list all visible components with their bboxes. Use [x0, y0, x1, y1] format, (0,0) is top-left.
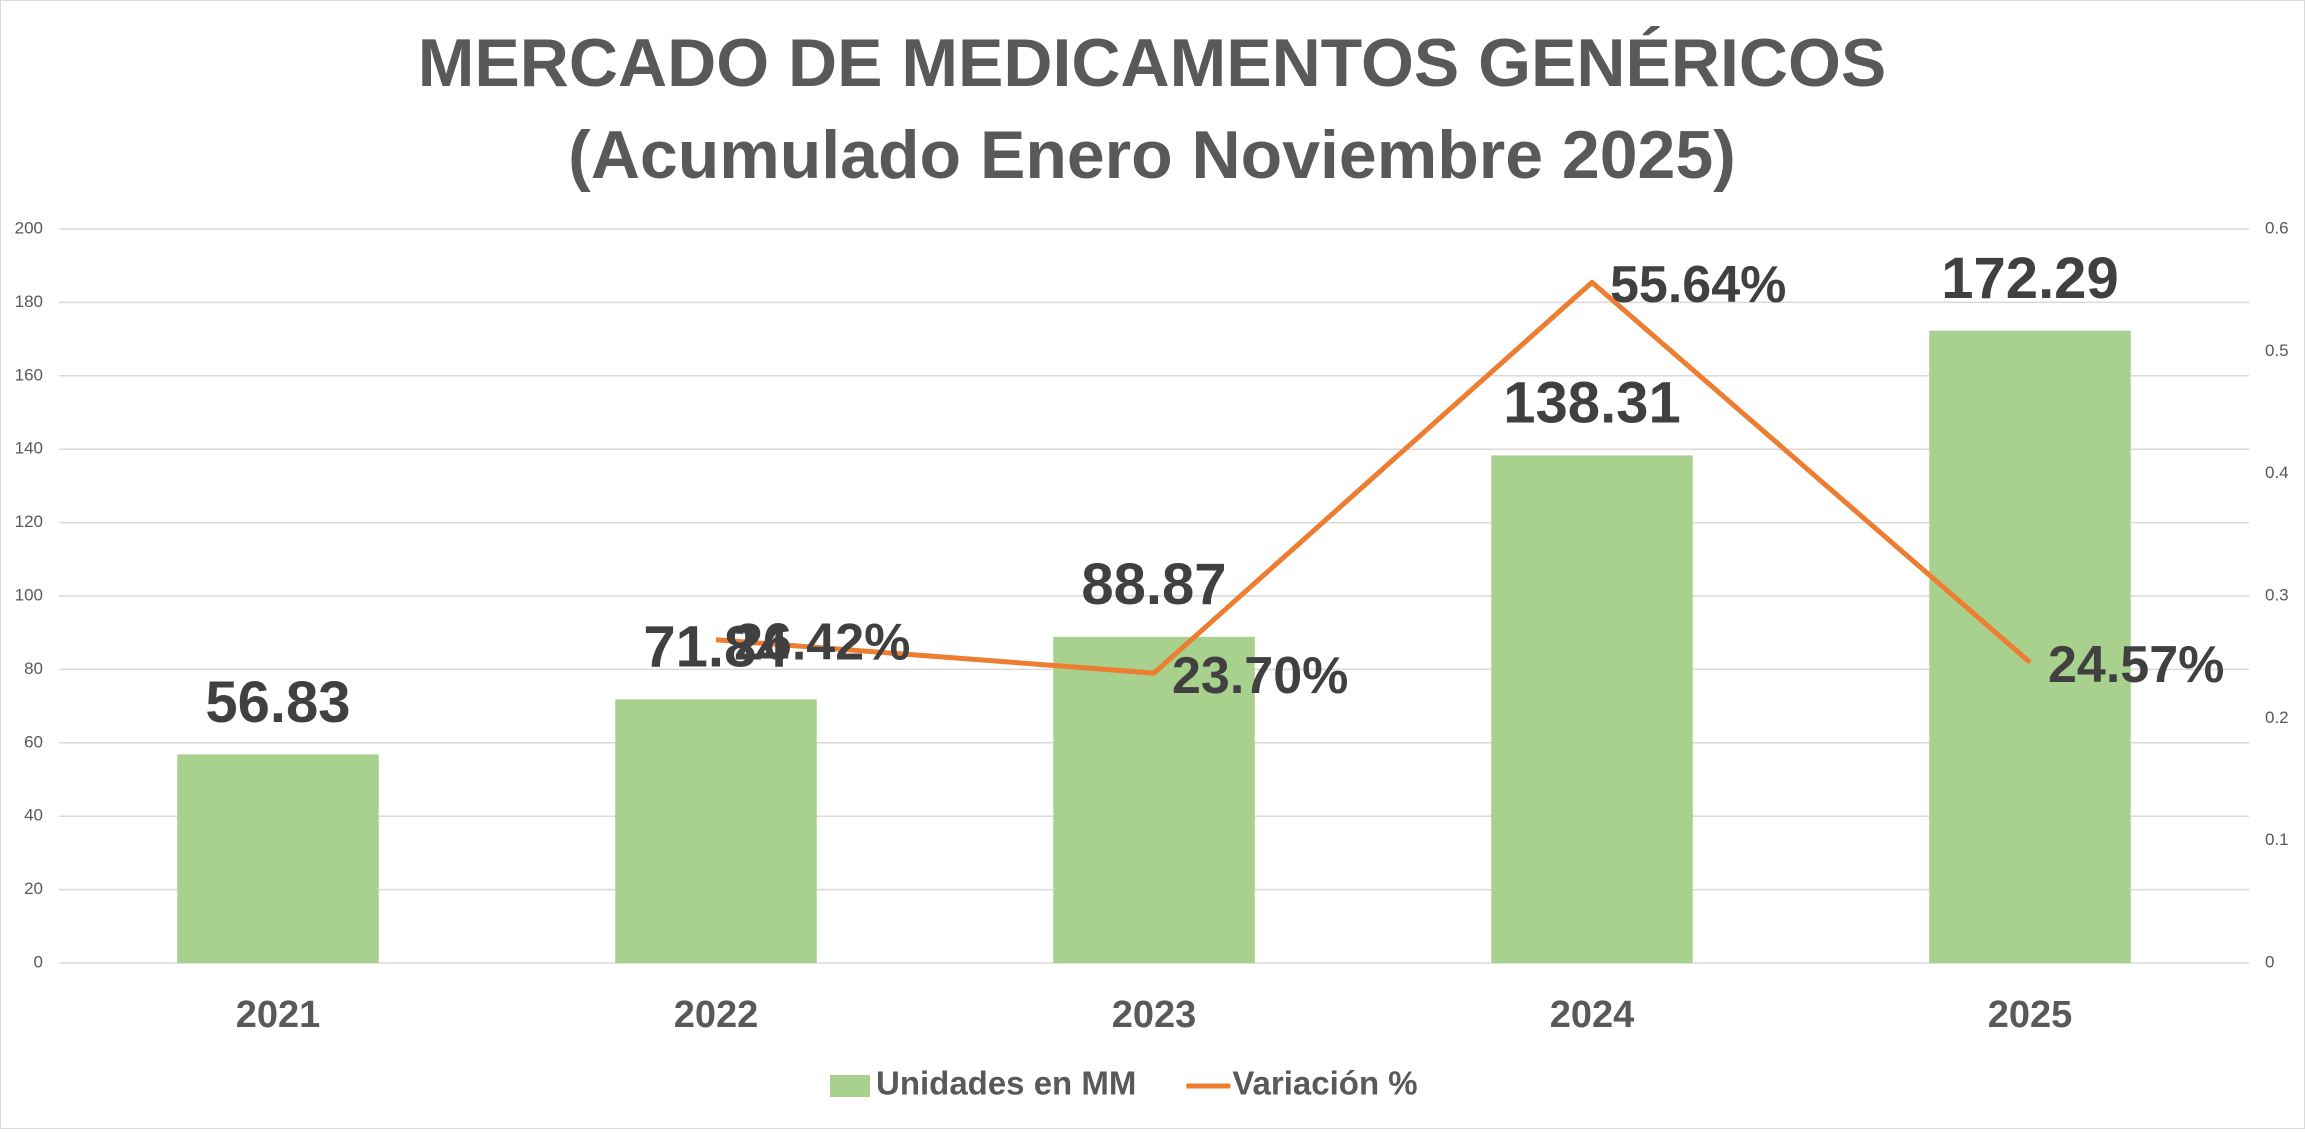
bar [1053, 636, 1255, 963]
bar [177, 754, 379, 963]
bar [1929, 330, 2131, 964]
x-tick-label: 2024 [1550, 994, 1635, 1036]
x-tick-label: 2022 [674, 994, 759, 1036]
data-label: 55.64% [1610, 256, 1786, 314]
data-label: 56.83 [205, 670, 350, 735]
x-tick-label: 2025 [1988, 994, 2073, 1036]
legend-label: Variación % [1232, 1065, 1417, 1102]
data-label: 23.70% [1172, 647, 1348, 705]
y-tick-label: 100 [15, 585, 43, 604]
y-tick-label: 0 [34, 952, 43, 971]
x-tick-label: 2021 [236, 994, 321, 1036]
legend-label: Unidades en MM [876, 1065, 1136, 1102]
y2-tick-label: 0.2 [2265, 708, 2289, 727]
y-tick-label: 140 [15, 439, 43, 458]
y-tick-label: 160 [15, 365, 43, 384]
data-label: 88.87 [1081, 552, 1226, 617]
y2-tick-label: 0.6 [2265, 218, 2289, 237]
y2-tick-label: 0.1 [2265, 830, 2289, 849]
legend-swatch [830, 1075, 870, 1097]
chart-title: MERCADO DE MEDICAMENTOS GENÉRICOS [418, 25, 1886, 101]
y-tick-label: 40 [24, 806, 43, 825]
data-label: 172.29 [1941, 246, 2118, 311]
y-tick-label: 120 [15, 512, 43, 531]
chart-subtitle: (Acumulado Enero Noviembre 2025) [568, 117, 1736, 193]
y2-tick-label: 0.4 [2265, 463, 2289, 482]
data-label: 71.84 [643, 615, 788, 680]
bar [1491, 455, 1693, 963]
y-tick-label: 60 [24, 732, 43, 751]
x-tick-label: 2023 [1112, 994, 1197, 1036]
y2-tick-label: 0.5 [2265, 341, 2289, 360]
data-label: 24.57% [2048, 636, 2224, 694]
line [715, 279, 2032, 676]
y2-tick-label: 0.3 [2265, 585, 2289, 604]
data-label: 138.31 [1503, 371, 1680, 436]
y-tick-label: 20 [24, 879, 43, 898]
y-tick-label: 80 [24, 659, 43, 678]
y2-tick-label: 0 [2265, 952, 2274, 971]
bar [615, 699, 817, 963]
y-tick-label: 200 [15, 218, 43, 237]
y-tick-label: 180 [15, 292, 43, 311]
data-label: 26.42% [734, 614, 910, 672]
